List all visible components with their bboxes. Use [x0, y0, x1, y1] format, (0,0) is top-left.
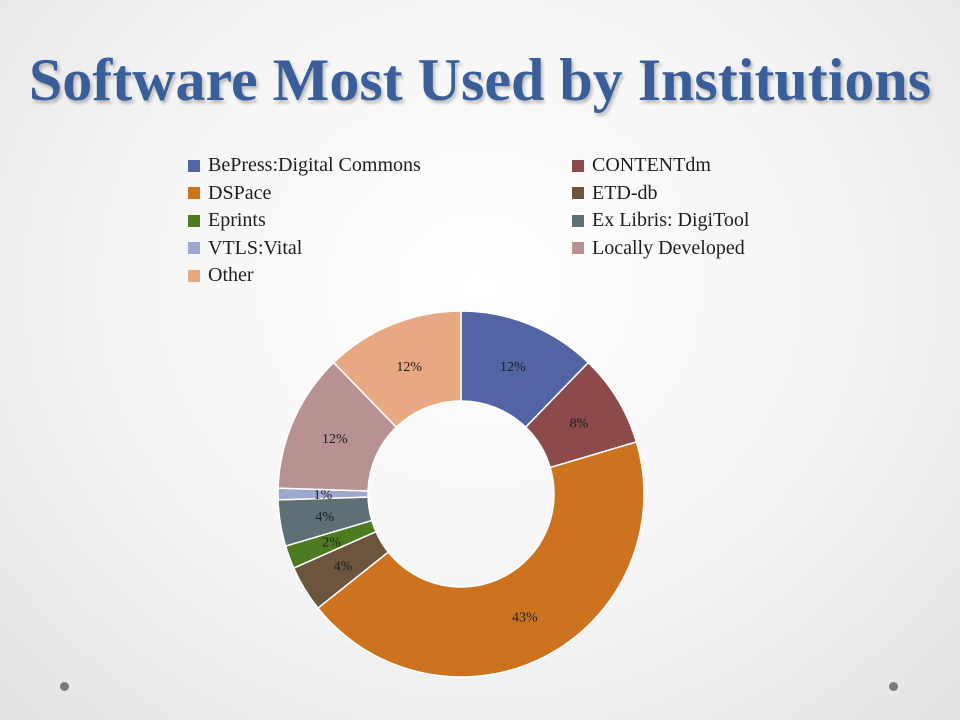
legend-swatch [572, 214, 584, 227]
legend-label: Other [208, 264, 254, 287]
legend-swatch [188, 242, 200, 255]
legend-item: ETD-db [572, 180, 788, 208]
slide-bullet-left [60, 682, 69, 691]
legend-label: Eprints [208, 209, 266, 232]
slice-data-label: 1% [314, 488, 333, 503]
slice-data-label: 43% [512, 610, 538, 625]
legend-swatch [188, 159, 200, 172]
legend-item: Eprints [188, 207, 572, 235]
slice-data-label: 8% [570, 416, 589, 431]
legend-item: Other [188, 262, 572, 290]
legend-label: Ex Libris: DigiTool [592, 209, 750, 232]
donut-slice [316, 440, 645, 678]
legend-item: Locally Developed [572, 235, 788, 263]
slide-title: Software Most Used by Institutions [28, 47, 932, 113]
slide-bullet-right [889, 682, 898, 691]
legend-label: Locally Developed [592, 236, 745, 259]
donut-slice [332, 310, 462, 429]
chart-legend: BePress:Digital Commons CONTENTdm DSPace ET… [188, 152, 788, 290]
legend-item: DSPace [188, 180, 572, 208]
legend-label: BePress:Digital Commons [208, 154, 421, 177]
legend-swatch [572, 242, 584, 255]
legend-swatch [572, 187, 584, 200]
slice-data-label: 4% [315, 510, 334, 525]
legend-label: DSPace [208, 181, 272, 204]
legend-label: ETD-db [592, 181, 658, 204]
legend-item: Ex Libris: DigiTool [572, 207, 788, 235]
legend-label: CONTENTdm [592, 154, 711, 177]
legend-label: VTLS:Vital [208, 236, 303, 259]
legend-item: BePress:Digital Commons [188, 152, 572, 180]
legend-swatch [572, 159, 584, 172]
slice-data-label: 4% [334, 560, 353, 575]
slice-data-label: 12% [500, 360, 526, 375]
legend-swatch [188, 214, 200, 227]
legend-item: CONTENTdm [572, 152, 788, 180]
legend-swatch [188, 187, 200, 200]
slice-data-label: 12% [322, 432, 348, 447]
slice-data-label: 2% [322, 536, 341, 551]
slice-data-label: 12% [396, 360, 422, 375]
legend-item: VTLS:Vital [188, 235, 572, 263]
legend-swatch [188, 269, 200, 282]
